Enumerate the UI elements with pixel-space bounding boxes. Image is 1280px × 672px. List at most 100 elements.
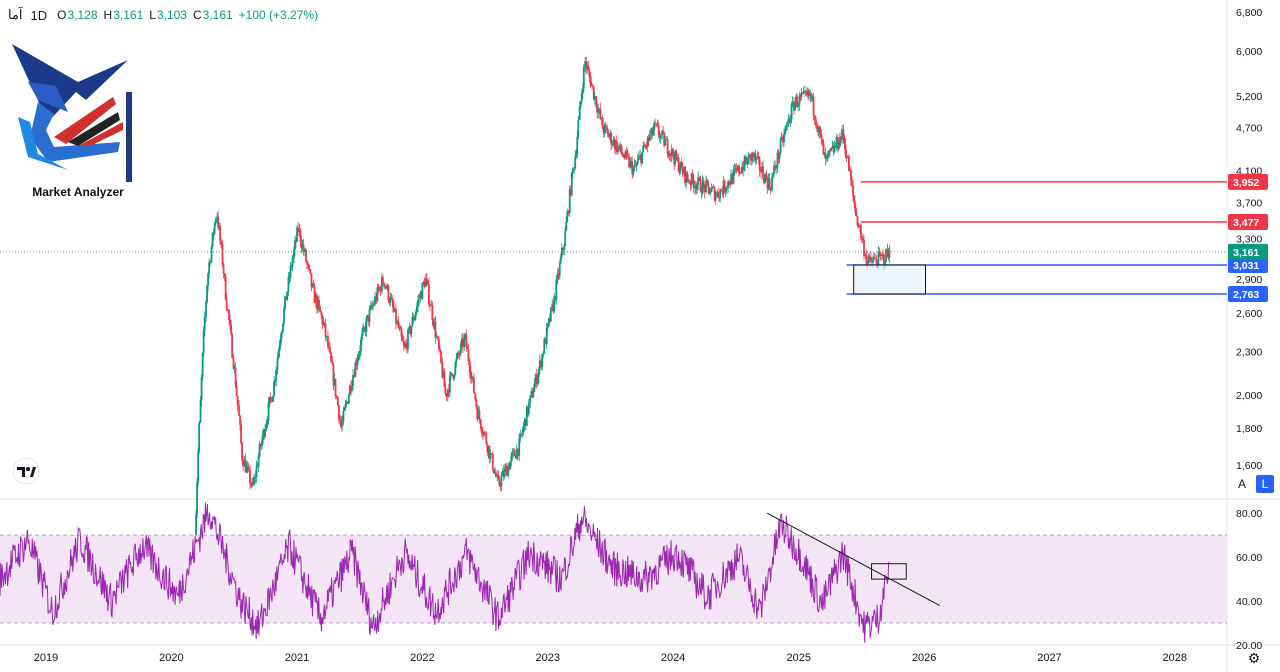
candle-body: [326, 336, 328, 338]
candle-body: [637, 156, 640, 160]
candle-body: [658, 135, 661, 139]
candle-body: [199, 400, 202, 423]
candle-body: [527, 402, 530, 415]
candle-body: [212, 232, 215, 234]
candle-body: [535, 374, 538, 385]
candle-body: [196, 482, 199, 514]
candle-body: [442, 371, 445, 378]
candle-body: [355, 362, 358, 366]
close-value: 3,161: [202, 8, 233, 22]
candle-body: [860, 225, 862, 238]
candle-body: [340, 420, 342, 428]
candle-body: [869, 257, 872, 262]
candle-body: [525, 406, 528, 427]
rsi-breakout-box[interactable]: [871, 563, 907, 580]
candle-body: [269, 397, 272, 398]
candle-body: [667, 153, 670, 157]
candle-body: [275, 369, 278, 381]
candle-body: [625, 150, 628, 155]
candle-body: [316, 295, 318, 310]
candle-body: [200, 377, 203, 401]
candle-body: [573, 168, 576, 170]
candle-body: [819, 127, 821, 135]
candle-body: [311, 284, 314, 287]
tradingview-logo-icon[interactable]: [11, 458, 41, 484]
log-scale-button[interactable]: L: [1256, 475, 1274, 493]
candle-body: [210, 246, 213, 263]
candle-body: [330, 352, 332, 362]
candle-body: [541, 354, 544, 368]
candle-body: [630, 160, 633, 162]
candle-body: [855, 212, 858, 217]
candle-body: [686, 172, 689, 180]
candle-body: [879, 254, 882, 257]
candle-body: [476, 406, 479, 420]
candle-body: [747, 154, 750, 165]
candle-body: [315, 295, 317, 303]
settings-gear-icon[interactable]: ⚙: [1247, 649, 1261, 666]
candle-body: [473, 377, 475, 393]
candle-body: [842, 129, 845, 138]
candle-body: [723, 180, 726, 192]
candle-body: [853, 195, 856, 205]
candle-body: [841, 129, 843, 140]
candle-body: [615, 140, 618, 152]
candle-body: [797, 105, 799, 107]
candle-body: [774, 165, 776, 169]
candle-body: [521, 432, 524, 435]
candle-body: [766, 178, 769, 189]
candle-body: [765, 173, 768, 179]
timeframe[interactable]: 1D: [30, 7, 48, 23]
auto-scale-button[interactable]: A: [1237, 477, 1246, 491]
candle-body: [831, 146, 834, 149]
candle-body: [593, 96, 596, 100]
symbol-name[interactable]: آما: [8, 7, 23, 22]
candle-body: [689, 181, 692, 185]
candle-body: [242, 460, 245, 467]
candle-body: [441, 362, 444, 378]
symbol-legend[interactable]: آما 1D O 3,128 H 3,161 L 3,103 C 3,161 +100 …: [8, 6, 324, 24]
candle-body: [466, 347, 469, 350]
candle-body: [784, 129, 786, 135]
candle-body: [434, 321, 437, 338]
candle-body: [716, 191, 718, 196]
candle-body: [374, 296, 376, 305]
candle-body: [654, 123, 657, 124]
rsi-trendline[interactable]: [766, 512, 940, 606]
candle-body: [233, 367, 236, 369]
candle-body: [562, 247, 565, 250]
candle-body: [445, 393, 448, 397]
candle-body: [608, 136, 611, 138]
candle-body: [235, 386, 238, 396]
candle-body: [677, 157, 680, 172]
candle-body: [805, 91, 807, 93]
candle-body: [782, 136, 784, 143]
rsi-tick-label: 80.00: [1236, 508, 1262, 520]
candle-body: [650, 128, 653, 136]
candle-body: [457, 352, 460, 355]
candle-body: [877, 251, 880, 267]
candle-body: [756, 156, 759, 158]
support-zone-box[interactable]: [853, 264, 926, 295]
candle-body: [824, 152, 827, 160]
candle-body: [458, 353, 461, 355]
candle-body: [643, 145, 646, 148]
candle-body: [786, 122, 788, 127]
candle-body: [839, 137, 841, 147]
candle-body: [837, 137, 839, 149]
time-tick-label: 2028: [1163, 652, 1187, 664]
candle-body: [742, 166, 745, 171]
candle-body: [619, 144, 622, 149]
candle-body: [566, 211, 569, 222]
candle-body: [345, 401, 348, 405]
candle-body: [565, 221, 568, 231]
candle-body: [202, 330, 205, 354]
candle-body: [727, 181, 729, 189]
candle-body: [674, 151, 677, 165]
candle-body: [300, 242, 303, 249]
candle-body: [871, 261, 873, 263]
candle-body: [256, 465, 259, 467]
candle-body: [885, 249, 887, 263]
price-tick-label: 1,600: [1236, 460, 1262, 472]
